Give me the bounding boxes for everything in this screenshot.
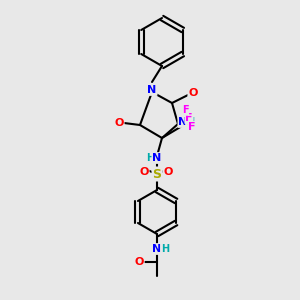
Text: N: N	[152, 244, 162, 254]
Text: F: F	[185, 113, 193, 123]
Text: S: S	[152, 167, 161, 181]
Text: O: O	[163, 167, 173, 177]
Text: O: O	[134, 257, 144, 267]
Text: H: H	[161, 244, 169, 254]
Text: N: N	[152, 153, 162, 163]
Text: F: F	[188, 122, 196, 132]
Text: O: O	[114, 118, 124, 128]
Text: H: H	[186, 117, 194, 127]
Text: O: O	[188, 88, 198, 98]
Text: F: F	[182, 105, 188, 115]
Text: N: N	[178, 117, 188, 127]
Text: N: N	[147, 85, 157, 95]
Text: H: H	[146, 153, 154, 163]
Text: O: O	[139, 167, 149, 177]
